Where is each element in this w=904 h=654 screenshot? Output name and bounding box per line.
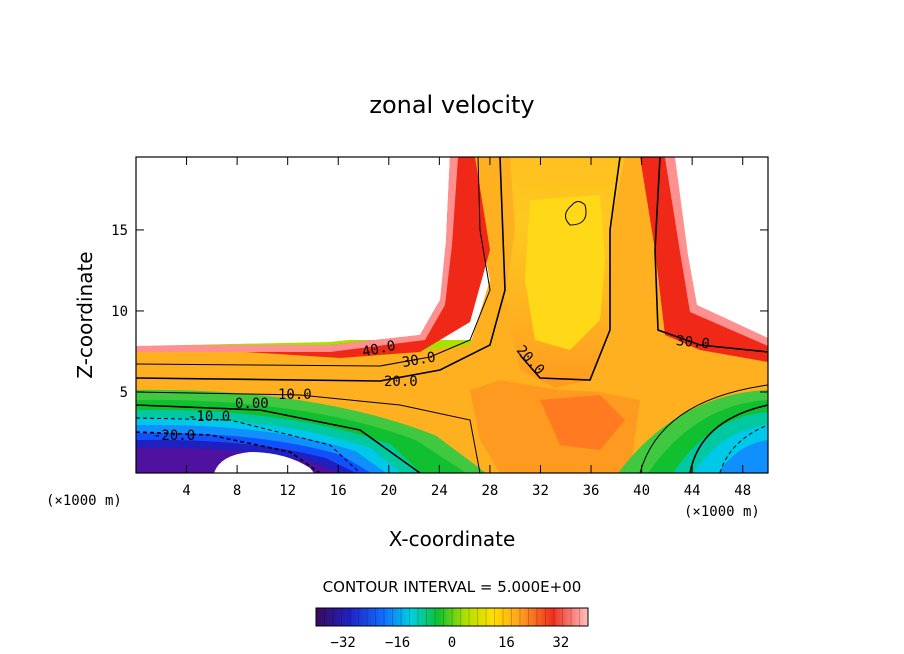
- y-tick-label-10: 10: [111, 304, 128, 320]
- jet-right-edge: [665, 157, 768, 346]
- colorbar-tick-16: 16: [498, 635, 515, 651]
- x-tick-label-12: 12: [279, 483, 296, 499]
- white-upper-right: [675, 157, 768, 335]
- contour-label-30-right: 30.0: [675, 333, 710, 352]
- y-tick-label-15: 15: [111, 223, 128, 239]
- contour-line-closed: [565, 201, 587, 226]
- contour-label-30-left: 30.0: [401, 349, 437, 371]
- white-upper-left: [136, 157, 448, 346]
- bottom-orange-core: [540, 395, 625, 450]
- contour-line-20-left: [136, 157, 506, 382]
- colorbar-segments: [324, 608, 580, 626]
- x-tick-label-40: 40: [633, 483, 650, 499]
- column-core: [525, 195, 605, 350]
- x-tick-label-8: 8: [233, 483, 241, 499]
- lobe-right-4: [718, 440, 768, 473]
- contour-line-0: [136, 404, 421, 473]
- y-tick-label-5: 5: [120, 385, 128, 401]
- x-tick-label-4: 4: [182, 483, 190, 499]
- x-tick-label-20: 20: [380, 483, 397, 499]
- contour-lines: [136, 157, 768, 473]
- x-axis-label: X-coordinate: [389, 527, 516, 551]
- contour-label-0: 0.00: [235, 396, 269, 412]
- colorbar-tick--16: −16: [385, 635, 410, 651]
- x-tick-label-16: 16: [330, 483, 347, 499]
- contour-line-neg10: [136, 417, 361, 473]
- x-tick-label-24: 24: [431, 483, 448, 499]
- contour-label-neg10: -10.0: [188, 409, 230, 425]
- contour-line-30-right: [654, 157, 768, 353]
- contour-line-neg20: [136, 431, 321, 473]
- contour-line-right-0: [689, 404, 768, 473]
- jet-left-edge: [136, 157, 458, 352]
- contour-label-40: 40.0: [361, 338, 397, 361]
- white-bottom-center: [214, 452, 314, 473]
- x-tick-label-32: 32: [532, 483, 549, 499]
- contour-line-20-mid: [519, 157, 621, 381]
- contour-fill: [136, 157, 768, 473]
- contour-line-30-left: [136, 157, 491, 367]
- contour-label-20-left: 20.0: [384, 374, 418, 390]
- x-unit-right: (×1000 m): [684, 504, 760, 520]
- contour-label-10: 10.0: [278, 387, 312, 403]
- x-tick-label-44: 44: [684, 483, 701, 499]
- x-tick-label-36: 36: [583, 483, 600, 499]
- colorbar-tick--32: −32: [331, 635, 356, 651]
- contour-line-right-neg10: [719, 424, 768, 473]
- colorbar-tick-32: 32: [552, 635, 569, 651]
- jet-right: [640, 157, 768, 362]
- colorbar-tick-0: 0: [448, 635, 456, 651]
- x-tick-label-48: 48: [734, 483, 751, 499]
- colorbar-ticks: −32 −16 0 16 32: [331, 635, 570, 651]
- contour-label-neg20: -20.0: [153, 428, 195, 444]
- x-tick-label-28: 28: [481, 483, 498, 499]
- plot-frame: [135, 156, 769, 474]
- contour-interval-text: CONTOUR INTERVAL = 5.000E+00: [323, 578, 582, 596]
- y-axis-label: Z-coordinate: [73, 251, 97, 378]
- chart-title: zonal velocity: [369, 91, 534, 119]
- contour-line-10: [136, 391, 481, 473]
- x-unit-left: (×1000 m): [46, 493, 122, 509]
- contour-line-right-10: [639, 384, 768, 473]
